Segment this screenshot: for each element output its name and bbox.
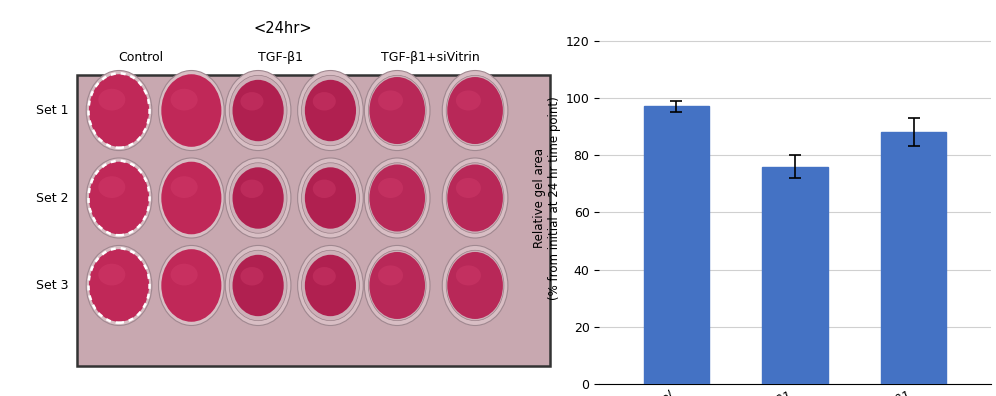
Ellipse shape [447,164,503,232]
Ellipse shape [240,179,264,198]
Ellipse shape [89,249,149,322]
Ellipse shape [162,163,220,233]
Ellipse shape [305,167,356,229]
Ellipse shape [158,158,224,238]
Ellipse shape [378,265,403,286]
Ellipse shape [313,267,336,286]
Ellipse shape [456,178,481,198]
Ellipse shape [161,249,221,322]
Ellipse shape [298,246,364,326]
Text: Control: Control [119,51,164,64]
Bar [881,132,946,384]
Ellipse shape [158,70,224,150]
Y-axis label: Relative gel area
(% from initial at 24 hr time point): Relative gel area (% from initial at 24 … [534,96,562,300]
Ellipse shape [446,163,504,233]
Ellipse shape [162,75,220,146]
Bar [643,107,709,384]
Ellipse shape [232,255,284,316]
Text: TGF-β1+siVitrin: TGF-β1+siVitrin [381,51,480,64]
Ellipse shape [369,75,426,146]
Ellipse shape [442,246,508,326]
Ellipse shape [302,163,360,233]
Ellipse shape [378,90,403,110]
Ellipse shape [446,250,504,321]
Ellipse shape [298,158,364,238]
Ellipse shape [456,90,481,110]
Ellipse shape [229,75,287,146]
Ellipse shape [170,176,197,198]
Ellipse shape [161,74,221,147]
Ellipse shape [370,252,425,319]
Ellipse shape [158,246,224,326]
Ellipse shape [89,74,149,147]
Ellipse shape [365,70,430,150]
Ellipse shape [99,176,125,198]
Ellipse shape [89,162,149,234]
Ellipse shape [302,75,360,146]
Ellipse shape [370,77,425,144]
Ellipse shape [369,163,426,233]
Ellipse shape [240,92,264,110]
Ellipse shape [446,75,504,146]
Ellipse shape [91,75,148,146]
Ellipse shape [225,70,291,150]
Ellipse shape [365,158,430,238]
Ellipse shape [313,92,336,110]
Ellipse shape [229,163,287,233]
Text: Set 1: Set 1 [37,104,69,117]
Ellipse shape [232,80,284,141]
Ellipse shape [365,246,430,326]
Ellipse shape [225,246,291,326]
Text: Set 3: Set 3 [37,279,69,292]
Ellipse shape [170,264,197,286]
Ellipse shape [302,250,360,321]
Ellipse shape [305,80,356,141]
Ellipse shape [87,246,151,326]
Ellipse shape [456,265,481,286]
Ellipse shape [91,163,148,233]
Ellipse shape [442,70,508,150]
Text: TGF-β1: TGF-β1 [258,51,303,64]
Ellipse shape [99,264,125,286]
Ellipse shape [447,252,503,319]
Ellipse shape [232,167,284,229]
Ellipse shape [87,158,151,238]
Ellipse shape [161,162,221,234]
Ellipse shape [91,250,148,321]
Ellipse shape [229,250,287,321]
Ellipse shape [378,178,403,198]
Text: <24hr>: <24hr> [254,21,313,36]
Ellipse shape [369,250,426,321]
Ellipse shape [87,70,151,150]
Ellipse shape [170,89,197,110]
Text: Set 2: Set 2 [37,192,69,204]
Bar [78,75,550,366]
Ellipse shape [162,250,220,321]
Ellipse shape [225,158,291,238]
Ellipse shape [442,158,508,238]
Ellipse shape [240,267,264,286]
Ellipse shape [99,89,125,110]
Ellipse shape [447,77,503,144]
Ellipse shape [313,179,336,198]
Ellipse shape [305,255,356,316]
Bar [763,166,828,384]
Ellipse shape [298,70,364,150]
Ellipse shape [370,164,425,232]
